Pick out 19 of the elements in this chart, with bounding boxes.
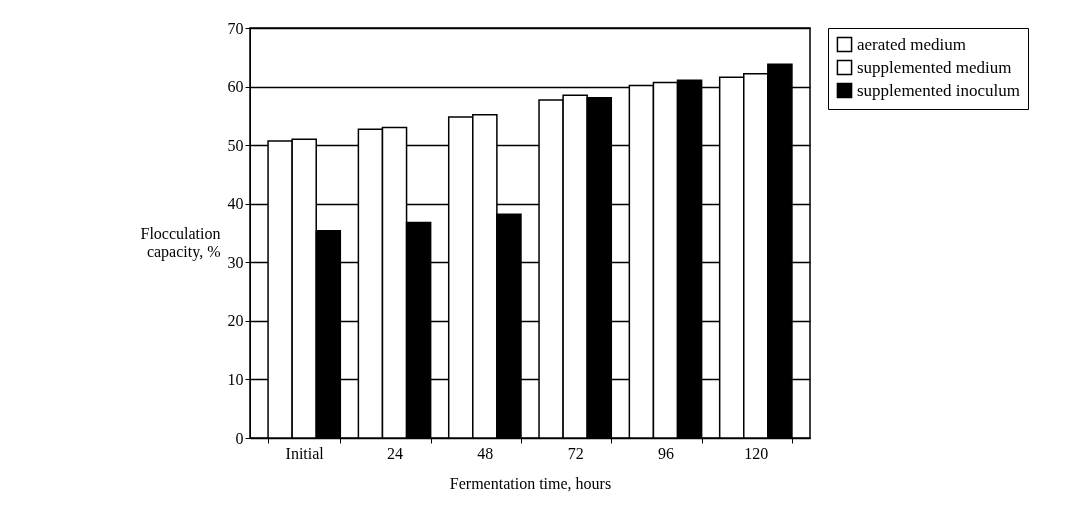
- y-tick-label: 20: [227, 312, 244, 330]
- y-tick-label: 60: [227, 78, 244, 96]
- y-axis-title: Flocculation capacity, %: [140, 224, 221, 261]
- x-tick-label: 96: [657, 444, 674, 462]
- y-tick-label: 10: [227, 370, 244, 388]
- y-tick-label: 50: [227, 136, 244, 154]
- x-tick-label: Initial: [285, 444, 325, 462]
- x-tick-label: 48: [477, 444, 494, 462]
- legend-label: aerated medium: [857, 34, 967, 54]
- y-tick-label: 70: [227, 19, 244, 37]
- x-tick-label: 24: [387, 444, 404, 462]
- legend-label: supplemented inoculum: [857, 80, 1020, 100]
- x-tick-label: 72: [567, 444, 584, 462]
- y-tick-label: 30: [227, 253, 244, 271]
- x-tick-label: 120: [744, 444, 769, 462]
- y-tick-label: 40: [227, 195, 244, 213]
- x-axis-title: Fermentation time, hours: [449, 474, 612, 492]
- y-tick-label: 0: [235, 429, 244, 447]
- legend-label: supplemented medium: [857, 57, 1012, 77]
